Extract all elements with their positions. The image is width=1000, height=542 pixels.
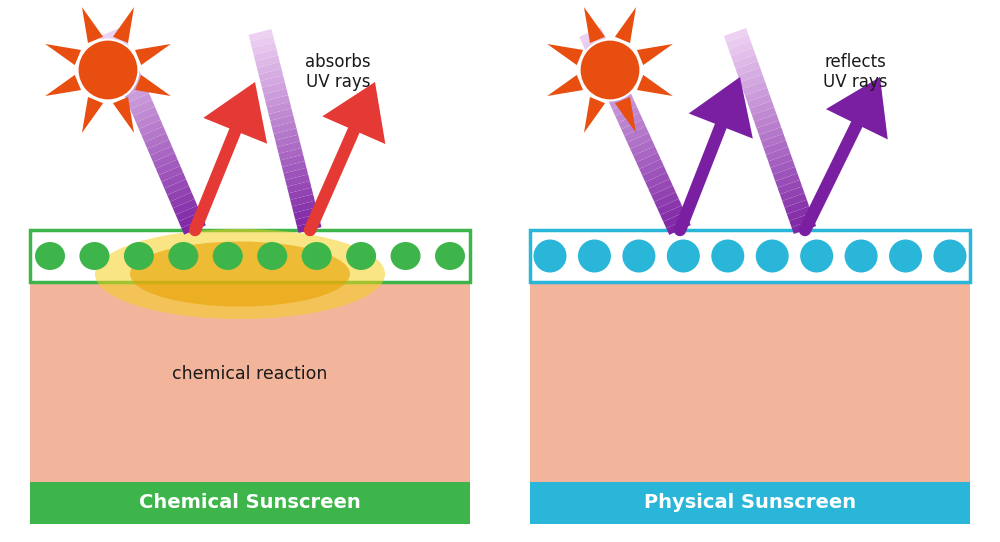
Circle shape (578, 240, 611, 273)
Polygon shape (113, 97, 134, 133)
Circle shape (667, 240, 700, 273)
Ellipse shape (302, 242, 332, 270)
FancyBboxPatch shape (530, 230, 970, 282)
Bar (530, 482, 970, 524)
Text: absorbs
UV rays: absorbs UV rays (305, 53, 371, 92)
Text: reflects
UV rays: reflects UV rays (823, 53, 887, 92)
Circle shape (711, 240, 744, 273)
Polygon shape (637, 44, 673, 65)
Circle shape (622, 240, 655, 273)
Polygon shape (82, 7, 103, 43)
Ellipse shape (257, 242, 287, 270)
Circle shape (889, 240, 922, 273)
Bar (30, 274, 470, 482)
Circle shape (845, 240, 878, 273)
Circle shape (534, 240, 566, 273)
Polygon shape (584, 7, 605, 43)
Polygon shape (615, 7, 636, 43)
Polygon shape (45, 44, 81, 65)
Polygon shape (113, 7, 134, 43)
Text: Physical Sunscreen: Physical Sunscreen (644, 494, 856, 513)
Bar (30, 482, 470, 524)
Ellipse shape (391, 242, 421, 270)
Polygon shape (82, 97, 103, 133)
Circle shape (756, 240, 789, 273)
FancyBboxPatch shape (30, 230, 470, 282)
Ellipse shape (124, 242, 154, 270)
Polygon shape (45, 75, 81, 96)
Ellipse shape (435, 242, 465, 270)
Polygon shape (203, 82, 267, 144)
Ellipse shape (130, 242, 350, 306)
Circle shape (578, 38, 642, 101)
Circle shape (76, 38, 140, 101)
Polygon shape (135, 75, 171, 96)
Circle shape (79, 41, 137, 99)
Polygon shape (826, 77, 888, 139)
Polygon shape (584, 97, 605, 133)
Polygon shape (135, 44, 171, 65)
Polygon shape (689, 77, 753, 139)
Ellipse shape (168, 242, 198, 270)
Polygon shape (547, 75, 583, 96)
Bar (530, 274, 970, 482)
Circle shape (800, 240, 833, 273)
Ellipse shape (213, 242, 243, 270)
Polygon shape (322, 82, 385, 144)
Ellipse shape (35, 242, 65, 270)
Circle shape (934, 240, 966, 273)
Ellipse shape (95, 229, 385, 319)
Polygon shape (637, 75, 673, 96)
Circle shape (581, 41, 639, 99)
Ellipse shape (346, 242, 376, 270)
Text: Chemical Sunscreen: Chemical Sunscreen (139, 494, 361, 513)
Ellipse shape (79, 242, 109, 270)
Polygon shape (615, 97, 636, 133)
Polygon shape (547, 44, 583, 65)
Text: chemical reaction: chemical reaction (172, 365, 328, 383)
